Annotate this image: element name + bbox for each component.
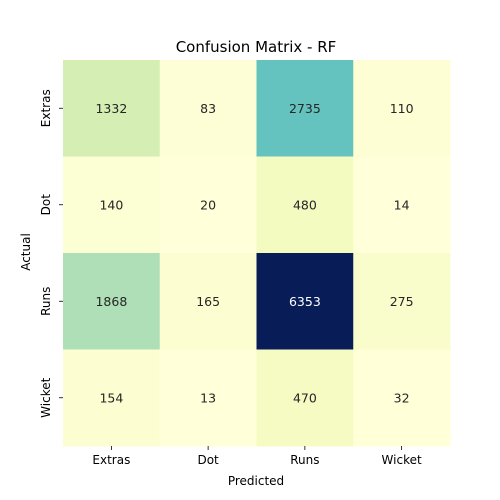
- cell-value-label: 83: [200, 101, 216, 116]
- heatmap-cell: [159, 253, 257, 350]
- cell-value-label: 140: [99, 197, 123, 212]
- heatmap-cell: [256, 349, 354, 447]
- heatmap-cell: [63, 60, 161, 157]
- cell-value-label: 2735: [289, 101, 321, 116]
- x-tick-label: Runs: [290, 453, 319, 467]
- heatmap-cell: [159, 349, 257, 447]
- axis-ticks: Extras Dot Runs Wicket Extras Dot Runs Wicket: [39, 89, 422, 467]
- cell-value-label: 470: [293, 390, 317, 405]
- cell-value-label: 1332: [95, 101, 127, 116]
- heatmap-cell: [159, 60, 257, 157]
- y-tick-label: Dot: [39, 194, 53, 216]
- cell-value-label: 20: [200, 197, 216, 212]
- cell-value-label: 14: [394, 197, 410, 212]
- heatmap-cell: [63, 349, 161, 447]
- heatmap-cell: [256, 253, 354, 350]
- heatmap-cell: [63, 253, 161, 350]
- cell-value-label: 110: [390, 101, 414, 116]
- cell-value-label: 154: [99, 390, 123, 405]
- y-tick-label: Extras: [39, 89, 53, 127]
- cell-value-label: 6353: [289, 294, 321, 309]
- cell-value-label: 1868: [95, 294, 127, 309]
- heatmap-cell: [159, 156, 257, 254]
- y-axis-label: Actual: [19, 233, 33, 271]
- x-axis-label: Predicted: [228, 474, 284, 488]
- cell-value-label: 275: [390, 294, 414, 309]
- y-tick-label: Runs: [39, 287, 53, 316]
- cell-value-label: 32: [394, 390, 410, 405]
- heatmap-cell: [353, 253, 451, 350]
- x-tick-label: Extras: [92, 453, 130, 467]
- x-tick-label: Dot: [197, 453, 219, 467]
- x-tick-label: Wicket: [382, 453, 422, 467]
- cell-value-label: 480: [293, 197, 317, 212]
- cell-value-label: 165: [196, 294, 220, 309]
- heatmap-cell: [353, 349, 451, 447]
- heatmap-cell: [353, 60, 451, 157]
- y-tick-label: Wicket: [39, 377, 53, 417]
- heatmap-cell: [63, 156, 161, 254]
- heatmap-cell: [256, 156, 354, 254]
- chart-title: Confusion Matrix - RF: [176, 38, 337, 56]
- cell-value-label: 13: [200, 390, 216, 405]
- heatmap-cell: [256, 60, 354, 157]
- heatmap-cell: [353, 156, 451, 254]
